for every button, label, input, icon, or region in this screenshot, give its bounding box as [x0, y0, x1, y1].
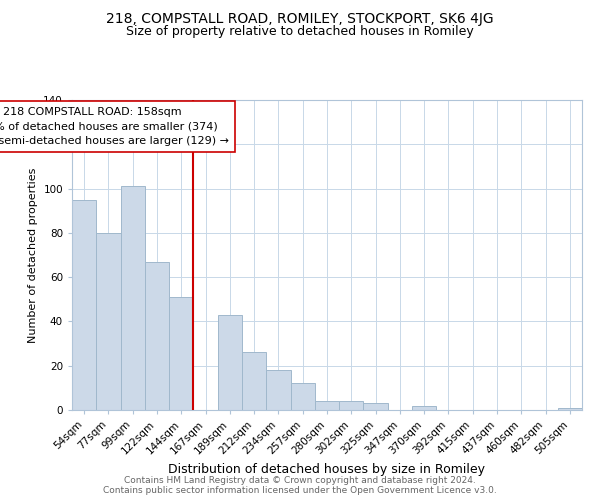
- Bar: [145, 262, 169, 410]
- Bar: [96, 233, 121, 410]
- Bar: [339, 401, 364, 410]
- Text: 218, COMPSTALL ROAD, ROMILEY, STOCKPORT, SK6 4JG: 218, COMPSTALL ROAD, ROMILEY, STOCKPORT,…: [106, 12, 494, 26]
- Text: 218 COMPSTALL ROAD: 158sqm
← 74% of detached houses are smaller (374)
25% of sem: 218 COMPSTALL ROAD: 158sqm ← 74% of deta…: [0, 106, 229, 146]
- Bar: [242, 352, 266, 410]
- Bar: [121, 186, 145, 410]
- Bar: [290, 384, 315, 410]
- Bar: [315, 401, 339, 410]
- Bar: [72, 200, 96, 410]
- Bar: [364, 404, 388, 410]
- Text: Size of property relative to detached houses in Romiley: Size of property relative to detached ho…: [126, 25, 474, 38]
- Y-axis label: Number of detached properties: Number of detached properties: [28, 168, 38, 342]
- X-axis label: Distribution of detached houses by size in Romiley: Distribution of detached houses by size …: [169, 463, 485, 476]
- Bar: [218, 315, 242, 410]
- Bar: [266, 370, 290, 410]
- Text: Contains HM Land Registry data © Crown copyright and database right 2024.: Contains HM Land Registry data © Crown c…: [124, 476, 476, 485]
- Bar: [412, 406, 436, 410]
- Bar: [169, 297, 193, 410]
- Text: Contains public sector information licensed under the Open Government Licence v3: Contains public sector information licen…: [103, 486, 497, 495]
- Bar: [558, 408, 582, 410]
